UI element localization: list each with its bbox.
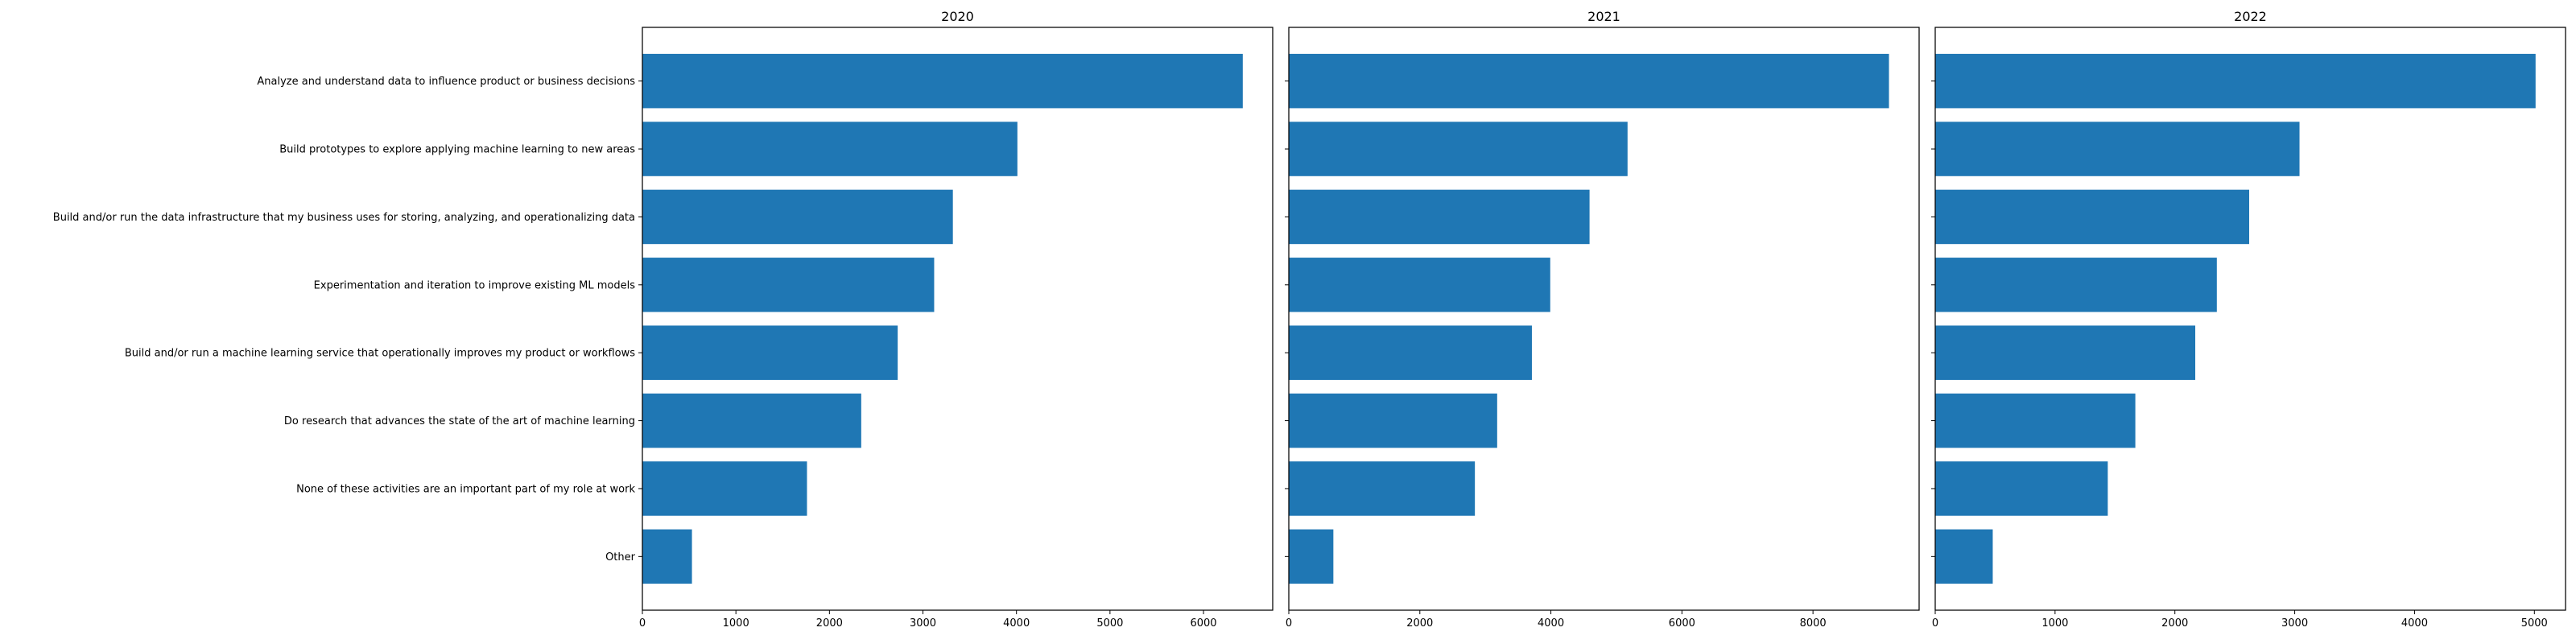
category-label: Do research that advances the state of t… [284,415,635,427]
category-label: Build prototypes to explore applying mac… [279,144,635,156]
panel-title: 2022 [2234,9,2267,24]
x-tick-label: 6000 [1669,617,1695,630]
x-tick-label: 4000 [1538,617,1564,630]
x-tick-label: 4000 [1003,617,1030,630]
category-label: None of these activities are an importan… [296,483,635,495]
bar-2022-2 [1935,189,2250,245]
bar-2022-4 [1935,325,2196,380]
bar-2022-6 [1935,461,2108,516]
bar-2021-0 [1289,53,1889,109]
x-tick-label: 2000 [2161,617,2188,630]
bar-2022-3 [1935,258,2217,312]
bar-2020-7 [642,529,692,584]
category-label: Analyze and understand data to influence… [257,76,635,88]
x-tick-label: 0 [1286,617,1292,630]
x-tick-label: 1000 [723,617,749,630]
category-label: Other [605,551,636,564]
category-label: Build and/or run a machine learning serv… [125,348,635,360]
axis-frame [642,27,1274,611]
x-tick-label: 5000 [2521,617,2548,630]
bar-2020-3 [642,258,935,312]
bar-2021-5 [1289,393,1497,448]
bar-2020-4 [642,325,898,380]
panel-title: 2020 [941,9,974,24]
bar-2020-0 [642,53,1243,109]
x-tick-label: 2000 [816,617,843,630]
x-tick-label: 8000 [1800,617,1827,630]
bar-2022-5 [1935,393,2136,448]
x-tick-label: 4000 [2401,617,2428,630]
panel-2020: 0 1000 2000 3000 4000 5000 6000 2020 Analyze and… [53,9,1274,630]
bar-2022-1 [1935,122,2300,176]
bar-2020-5 [642,393,861,448]
bar-2022-7 [1935,529,1993,584]
bar-2021-4 [1289,325,1532,380]
bar-2021-2 [1289,189,1590,245]
x-tick-label: 0 [639,617,646,630]
axis-frame [1934,27,2566,611]
x-tick-label: 0 [1932,617,1938,630]
panel-2021: 0 2000 4000 6000 8000 2021 [1285,9,1920,630]
x-tick-label: 1000 [2041,617,2068,630]
x-tick-label: 3000 [910,617,936,630]
axis-frame [1288,27,1920,611]
category-label: Experimentation and iteration to improve… [314,279,636,291]
bar-2020-2 [642,189,953,245]
x-tick-label: 5000 [1096,617,1123,630]
bar-2021-1 [1289,122,1628,176]
panel-title: 2021 [1587,9,1620,24]
category-label: Build and/or run the data infrastructure… [53,212,635,224]
x-tick-label: 6000 [1190,617,1216,630]
bar-2021-7 [1289,529,1334,584]
bar-2021-3 [1289,258,1550,312]
x-tick-label: 3000 [2281,617,2308,630]
x-tick-label: 2000 [1406,617,1433,630]
bar-2020-6 [642,461,807,516]
bar-2020-1 [642,122,1018,176]
panel-2022: 0 1000 2000 3000 4000 5000 2022 [1931,9,2566,630]
bar-2021-6 [1289,461,1476,516]
bar-2022-0 [1935,53,2536,109]
